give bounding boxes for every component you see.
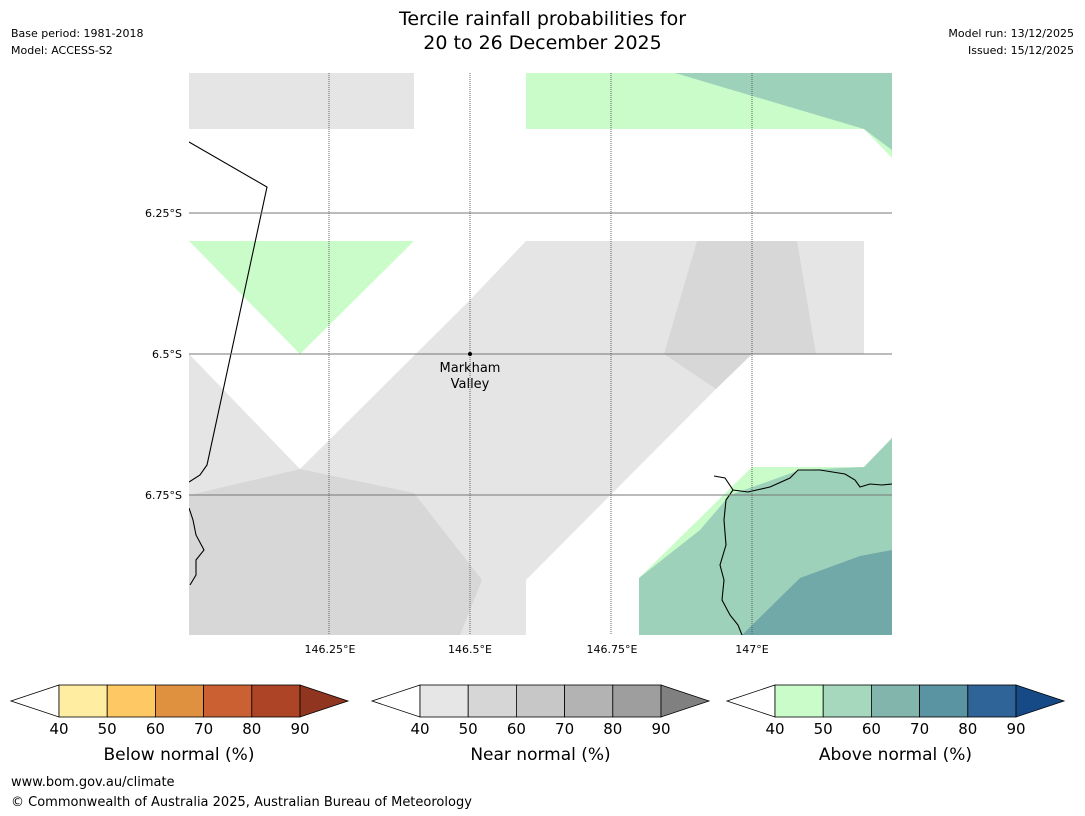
colorbar-extend-low	[9, 684, 60, 718]
place-marker	[468, 352, 472, 356]
colorbar-segment	[774, 684, 824, 718]
colorbar-above-normal: 40 50 60 70 80 90	[725, 684, 1066, 738]
colorbar-label-near: Near normal (%)	[470, 745, 611, 765]
probability-regions	[189, 73, 892, 635]
colorbar-segment	[822, 684, 872, 718]
colorbar-extend-high	[299, 684, 350, 718]
base-period-text: Base period: 1981-2018	[11, 27, 144, 40]
colorbar-tick-label: 80	[603, 720, 622, 738]
above-normal-region	[189, 241, 414, 354]
colorbar-extend-low	[370, 684, 421, 718]
colorbar-tick-label: 90	[1006, 720, 1025, 738]
above-normal-region	[742, 550, 892, 635]
colorbar-segment	[871, 684, 921, 718]
colorbar-tick-label: 50	[814, 720, 833, 738]
longitude-label: 146.75°E	[587, 643, 638, 656]
near-normal-region	[189, 469, 482, 635]
colorbar-below-normal: 40 50 60 70 80 90	[9, 684, 350, 738]
colorbar-extend-high	[1015, 684, 1066, 718]
title-line-1: Tercile rainfall probabilities for	[398, 8, 687, 30]
colorbar-extend-high	[660, 684, 711, 718]
colorbar-tick-label: 50	[98, 720, 117, 738]
metadata-right: Model run: 13/12/2025 Issued: 15/12/2025	[948, 25, 1074, 59]
page-title: Tercile rainfall probabilities for 20 to…	[0, 7, 1085, 55]
issued-text: Issued: 15/12/2025	[967, 44, 1074, 57]
colorbar-segment	[467, 684, 517, 718]
colorbar-tick-label: 70	[555, 720, 574, 738]
colorbar-segment	[106, 684, 156, 718]
colorbar-tick-label: 40	[410, 720, 429, 738]
colorbar-segment	[516, 684, 566, 718]
colorbar-segment	[919, 684, 969, 718]
colorbar-label-below: Below normal (%)	[103, 745, 255, 765]
place-label-line-2: Valley	[451, 377, 490, 392]
longitude-label: 146.5°E	[448, 643, 492, 656]
colorbar-segment	[251, 684, 301, 718]
colorbar-segment	[58, 684, 108, 718]
metadata-left: Base period: 1981-2018 Model: ACCESS-S2	[11, 25, 143, 59]
colorbar-segment	[967, 684, 1017, 718]
colorbar-tick-label: 50	[459, 720, 478, 738]
colorbar-tick-label: 60	[146, 720, 165, 738]
above-normal-region	[675, 73, 892, 150]
coastline	[732, 469, 892, 493]
colorbar-segment	[419, 684, 469, 718]
near-normal-region	[664, 241, 816, 389]
model-run-text: Model run: 13/12/2025	[948, 27, 1074, 40]
near-normal-region	[189, 73, 414, 129]
footer-url: www.bom.gov.au/climate	[11, 775, 175, 790]
colorbar-tick-label: 90	[290, 720, 309, 738]
colorbar-tick-label: 70	[194, 720, 213, 738]
colorbar-tick-label: 60	[862, 720, 881, 738]
colorbar-segment	[203, 684, 253, 718]
colorbar-tick-label: 70	[910, 720, 929, 738]
colorbar-segment	[612, 684, 662, 718]
footer-copyright: © Commonwealth of Australia 2025, Austra…	[11, 795, 472, 810]
latitude-label: 6.5°S	[152, 348, 182, 361]
colorbar-tick-label: 60	[507, 720, 526, 738]
colorbar-extend-low	[725, 684, 776, 718]
longitude-label: 147°E	[735, 643, 768, 656]
coastline	[713, 475, 743, 635]
colorbar-near-normal: 40 50 60 70 80 90	[370, 684, 711, 738]
colorbar-tick-label: 90	[651, 720, 670, 738]
title-line-2: 20 to 26 December 2025	[423, 32, 662, 54]
longitude-label: 146.25°E	[305, 643, 356, 656]
border-line	[189, 141, 268, 483]
colorbar-tick-label: 80	[242, 720, 261, 738]
model-text: Model: ACCESS-S2	[11, 44, 113, 57]
colorbar-tick-label: 40	[49, 720, 68, 738]
colorbar-label-above: Above normal (%)	[818, 745, 973, 765]
latitude-label: 6.75°S	[145, 489, 182, 502]
colorbar-segment	[564, 684, 614, 718]
latitude-label: 6.25°S	[145, 207, 182, 220]
colorbar-tick-label: 40	[765, 720, 784, 738]
colorbar-tick-label: 80	[958, 720, 977, 738]
colorbar-segment	[154, 684, 204, 718]
place-label-line-1: Markham	[440, 361, 501, 376]
gridlines	[189, 73, 892, 635]
coastline	[189, 507, 205, 586]
